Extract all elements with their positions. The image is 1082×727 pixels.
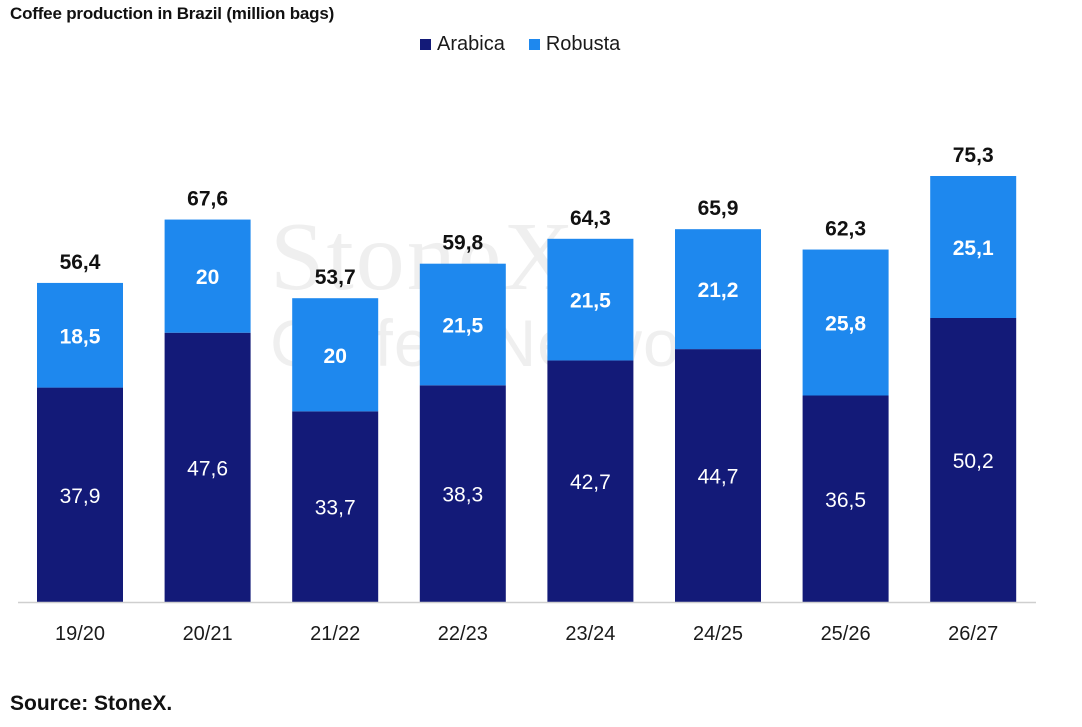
total-label: 64,3 bbox=[570, 207, 611, 230]
bar-robusta-23-24 bbox=[547, 238, 634, 361]
x-tick-label: 25/26 bbox=[821, 623, 871, 645]
bar-arabica-20-21 bbox=[164, 332, 251, 602]
data-label-robusta: 25,1 bbox=[953, 237, 994, 260]
bar-arabica-25-26 bbox=[802, 395, 889, 602]
data-label-arabica: 47,6 bbox=[187, 457, 228, 480]
data-label-robusta: 25,8 bbox=[825, 313, 866, 336]
bar-robusta-26-27 bbox=[930, 176, 1017, 318]
legend-label-arabica: Arabica bbox=[437, 33, 505, 55]
x-tick-label: 19/20 bbox=[55, 623, 105, 645]
bar-arabica-23-24 bbox=[547, 360, 634, 602]
data-label-arabica: 37,9 bbox=[60, 485, 101, 508]
total-label: 75,3 bbox=[953, 144, 994, 167]
data-label-robusta: 21,5 bbox=[442, 315, 483, 338]
total-label: 56,4 bbox=[60, 251, 101, 274]
legend-swatch-robusta bbox=[528, 39, 540, 50]
x-tick-label: 24/25 bbox=[693, 623, 743, 645]
legend: Arabica Robusta bbox=[420, 33, 644, 56]
bar-robusta-21-22 bbox=[292, 298, 379, 412]
data-label-arabica: 44,7 bbox=[698, 466, 739, 489]
data-label-robusta: 20 bbox=[324, 345, 347, 368]
x-tick-label: 23/24 bbox=[565, 623, 615, 645]
legend-swatch-arabica bbox=[420, 39, 431, 50]
data-label-arabica: 33,7 bbox=[315, 497, 356, 520]
bar-arabica-26-27 bbox=[930, 318, 1017, 602]
chart-title: Coffee production in Brazil (million bag… bbox=[10, 4, 335, 23]
data-label-arabica: 42,7 bbox=[570, 471, 611, 494]
total-label: 65,9 bbox=[698, 197, 739, 220]
data-label-arabica: 38,3 bbox=[442, 484, 483, 507]
bar-robusta-19-20 bbox=[37, 282, 123, 388]
bar-arabica-19-20 bbox=[37, 387, 123, 602]
data-label-arabica: 36,5 bbox=[825, 489, 866, 512]
x-tick-label: 22/23 bbox=[438, 623, 488, 645]
data-label-robusta: 18,5 bbox=[60, 325, 101, 348]
total-label: 53,7 bbox=[315, 266, 356, 289]
total-label: 62,3 bbox=[825, 218, 866, 241]
data-label-robusta: 21,5 bbox=[570, 290, 611, 313]
bar-robusta-20-21 bbox=[164, 219, 251, 333]
legend-item-arabica: Arabica bbox=[420, 33, 505, 56]
data-label-robusta: 21,2 bbox=[698, 279, 739, 302]
bar-arabica-24-25 bbox=[675, 349, 761, 602]
legend-label-robusta: Robusta bbox=[545, 33, 621, 55]
x-tick-label: 20/21 bbox=[183, 623, 233, 645]
data-label-arabica: 50,2 bbox=[953, 450, 994, 473]
legend-item-robusta: Robusta bbox=[528, 33, 621, 56]
x-tick-label: 26/27 bbox=[948, 623, 998, 645]
bar-robusta-24-25 bbox=[675, 229, 761, 350]
total-label: 67,6 bbox=[187, 188, 228, 211]
bar-robusta-25-26 bbox=[802, 249, 889, 396]
data-label-robusta: 20 bbox=[196, 266, 219, 289]
source-note: Source: StoneX. bbox=[10, 692, 173, 715]
bar-arabica-22-23 bbox=[419, 385, 506, 602]
bar-arabica-21-22 bbox=[292, 411, 379, 602]
total-label: 59,8 bbox=[442, 232, 483, 255]
x-tick-label: 21/22 bbox=[310, 623, 360, 645]
bar-robusta-22-23 bbox=[419, 263, 506, 386]
